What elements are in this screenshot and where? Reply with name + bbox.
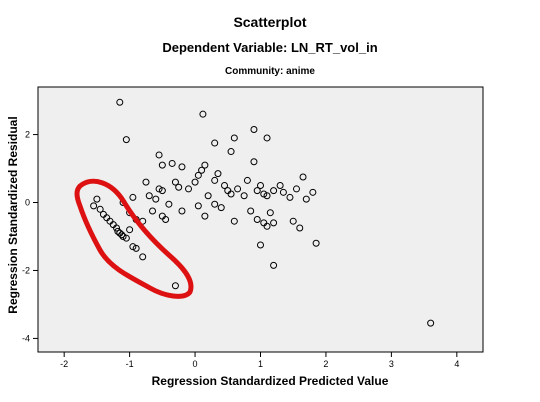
scatter-point (270, 261, 278, 269)
scatter-point (296, 224, 304, 232)
chart-dependent-variable: Dependent Variable: LN_RT_vol_in (162, 40, 378, 55)
axis-ticks: -2 -1 0 1 2 3 4 -4 -2 0 2 (22, 130, 459, 369)
scatter-point (234, 185, 242, 193)
scatter-point (250, 158, 258, 166)
scatter-point (253, 216, 261, 223)
scatter-point (145, 192, 153, 200)
scatter-point (119, 232, 127, 240)
chart-title: Scatterplot (233, 14, 307, 30)
scatter-point (263, 222, 271, 230)
scatter-point (240, 192, 248, 200)
scatter-point (178, 207, 186, 215)
chart-subtitle: Community: anime (224, 66, 315, 77)
x-tick-label: 0 (193, 359, 198, 369)
scatter-point (257, 241, 264, 249)
scatter-point (194, 202, 202, 210)
highlight-annotation (74, 178, 194, 299)
scatter-point (171, 178, 179, 186)
scatter-point (118, 231, 126, 239)
scatter-point (250, 125, 258, 133)
scatter-point (221, 182, 229, 190)
x-tick-label: -1 (126, 359, 134, 369)
scatter-point (168, 159, 176, 167)
scatter-point (211, 176, 219, 184)
scatter-point (155, 151, 163, 159)
scatter-point (194, 171, 202, 179)
scatter-point (214, 170, 222, 178)
scatter-point (266, 209, 274, 217)
scatter-point (309, 188, 317, 196)
scatter-point (139, 253, 147, 261)
scatter-point (227, 148, 235, 156)
scatter-point (191, 178, 199, 186)
scatter-point (289, 217, 297, 225)
scatter-point (175, 183, 183, 191)
scatter-point (129, 243, 137, 251)
scatter-point (122, 136, 130, 144)
scatter-point (270, 219, 278, 227)
scatter-point (149, 207, 157, 215)
scatter-point (162, 216, 170, 223)
scatter-point (199, 110, 207, 118)
scatter-point (116, 98, 124, 106)
scatter-point (158, 161, 166, 169)
scatter-point (270, 187, 278, 195)
scatter-point (211, 139, 219, 147)
scatter-point (201, 161, 209, 169)
scatter-point (171, 282, 179, 290)
scatter-point (276, 182, 284, 190)
scatter-point (113, 224, 121, 232)
y-tick-label: -4 (22, 333, 30, 343)
x-axis-label: Regression Standardized Predicted Value (151, 374, 389, 388)
y-tick-label: -2 (22, 265, 30, 275)
scatter-point (96, 205, 104, 213)
x-tick-label: 4 (454, 359, 459, 369)
scatter-point (204, 192, 212, 200)
scatter-point (263, 134, 271, 142)
scatter-point (126, 226, 134, 234)
scatter-point (260, 190, 268, 198)
x-tick-label: -2 (60, 359, 68, 369)
scatter-point (279, 188, 287, 196)
data-points (90, 98, 435, 327)
scatter-point (132, 244, 140, 252)
scatter-point (299, 173, 307, 181)
x-tick-label: 3 (389, 359, 394, 369)
scatter-point (257, 182, 264, 190)
y-axis-label: Regression Standardized Residual (6, 116, 20, 314)
scatter-point (165, 200, 173, 208)
scatter-point (201, 212, 209, 220)
scatter-point (312, 239, 320, 247)
scatter-point (253, 187, 261, 195)
scatter-point (129, 193, 137, 201)
scatter-point (227, 190, 235, 198)
scatter-point (93, 195, 101, 203)
scatter-point (152, 195, 160, 203)
x-tick-label: 2 (323, 359, 328, 369)
x-tick-label: 1 (258, 359, 263, 369)
scatter-point (427, 319, 435, 327)
scatter-point (292, 185, 300, 193)
scatter-point (185, 185, 193, 193)
scatter-point (230, 134, 238, 142)
scatter-point (243, 176, 251, 184)
scatter-point (158, 187, 166, 195)
scatter-point (211, 200, 219, 208)
scatter-point (302, 195, 310, 203)
scatter-point (247, 207, 255, 215)
scatter-point (142, 178, 150, 186)
y-tick-label: 0 (25, 198, 30, 208)
y-tick-label: 2 (25, 130, 30, 140)
scatter-point (90, 202, 98, 210)
scatter-point (230, 217, 238, 225)
scatter-point (155, 185, 163, 193)
scatter-point (263, 192, 271, 200)
scatter-point (178, 163, 186, 171)
scatter-point (114, 227, 122, 235)
scatter-point (217, 204, 225, 212)
scatter-point (286, 193, 294, 201)
scatter-point (122, 234, 130, 242)
scatter-point (198, 166, 206, 174)
